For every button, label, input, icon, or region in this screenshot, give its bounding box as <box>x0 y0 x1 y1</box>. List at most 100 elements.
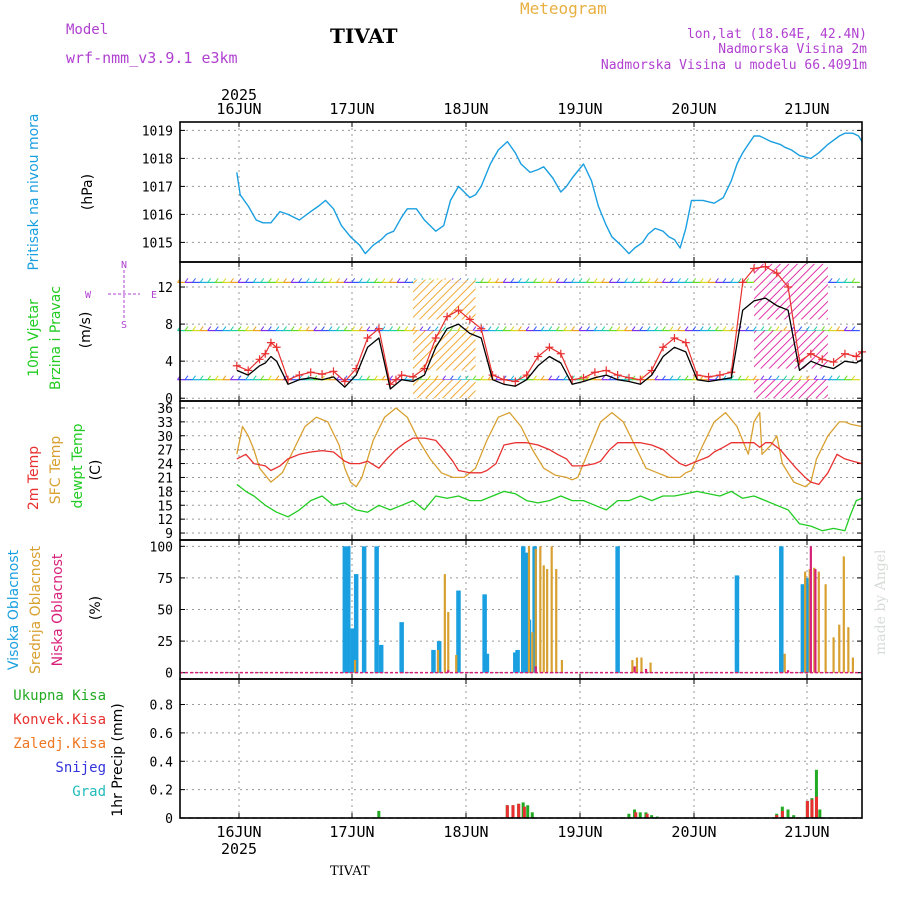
wind-barb-flag <box>313 278 318 283</box>
wind-barb-flag <box>669 326 674 331</box>
lonlat-label: lon,lat (18.64E, 42.4N) <box>687 27 867 42</box>
wind-barb-flag <box>661 278 666 283</box>
wind-barb-flag <box>661 375 666 380</box>
wind-barb-flag <box>684 375 689 380</box>
gust-marker <box>613 371 622 380</box>
cloud-bar <box>539 546 542 673</box>
wind-barb-flag <box>843 375 848 380</box>
wind-barb-flag <box>677 278 681 283</box>
wind-barb-flag <box>828 375 833 380</box>
wind-barb-flag <box>275 326 280 331</box>
wind-barb-flag <box>548 326 553 331</box>
wind-barb-flag <box>813 326 818 331</box>
gust-marker <box>272 343 281 352</box>
wind-barb-flag <box>267 278 272 283</box>
station-elevation: Nadmorska Visina 2m <box>718 42 867 57</box>
precip-bar <box>522 806 526 818</box>
temp-unit: (C) <box>88 460 104 481</box>
precip-bar <box>505 805 509 818</box>
t2m-line <box>236 437 863 486</box>
precip-legend-2: Zaledj.Kisa <box>13 736 106 752</box>
wind-barb-flag <box>290 326 295 331</box>
wind-barb-flag <box>518 278 522 283</box>
top-date-label: 21JUN <box>784 100 829 118</box>
wind-barb-flag <box>343 278 348 283</box>
gust-marker <box>545 343 554 352</box>
cloud-bar <box>804 571 807 673</box>
gust-marker <box>397 371 406 380</box>
cloud-bar <box>546 569 549 673</box>
wind-barb-flag <box>730 375 734 380</box>
wind-barb-flag <box>260 326 265 331</box>
wind-barb-flag <box>593 278 598 283</box>
wind-barb-flag <box>601 375 606 380</box>
wind-barb-flag <box>722 278 727 283</box>
precip-bar <box>818 809 822 818</box>
precip-bar <box>814 769 818 818</box>
top-date-label: 16JUN <box>216 100 261 118</box>
wind-barb-flag <box>745 326 750 331</box>
wind-hatch <box>754 330 828 369</box>
wind-barb-flag <box>199 326 204 331</box>
footer-station: TIVAT <box>330 864 370 879</box>
wind-barb-flag <box>366 375 371 380</box>
wind-barb-flag <box>586 375 591 380</box>
wind-barb-flag <box>525 278 530 283</box>
wind-barb-flag <box>442 326 447 331</box>
cloud-bar <box>455 654 458 673</box>
cloud-bar <box>353 574 359 673</box>
wind-barb-flag <box>404 326 409 331</box>
bottom-date-label: 18JUN <box>443 823 488 841</box>
bottom-date-label: 17JUN <box>329 823 374 841</box>
wind-barb-flag <box>563 278 568 283</box>
mid-cloud-label: Srednja Oblacnost <box>28 546 44 674</box>
y-tick-label: 0 <box>165 667 173 682</box>
y-tick-label: 0.4 <box>150 755 174 770</box>
gust-marker <box>750 264 759 273</box>
wind-barb-flag <box>305 278 310 283</box>
gust-marker <box>738 278 747 287</box>
bottom-date-label: 16JUN <box>216 823 261 841</box>
wind-hatch <box>413 379 476 399</box>
bottom-date-label: 20JUN <box>671 823 716 841</box>
gust-marker <box>318 370 327 379</box>
compass-w: W <box>85 290 92 301</box>
cloud-bar <box>842 556 845 673</box>
wind-barb-flag <box>487 375 492 380</box>
wind-barb-flag <box>540 278 545 283</box>
wind-barb-flag <box>434 326 439 331</box>
cloud-bar <box>635 657 639 673</box>
cloud-bar <box>806 584 811 673</box>
gust-marker <box>454 306 463 315</box>
gust-marker <box>602 366 611 375</box>
y-tick-label: 1016 <box>142 208 173 223</box>
wind-barb-flag <box>320 326 325 331</box>
wind-barb-flag <box>480 278 484 283</box>
panel-frame <box>179 121 863 263</box>
wind-barb-flag <box>752 375 757 380</box>
wind-barb-flag <box>745 375 750 380</box>
cloud-bar <box>531 632 534 673</box>
cloud-bar <box>513 652 518 673</box>
y-tick-label: 12 <box>157 513 173 528</box>
wind-barb-flag <box>752 326 757 331</box>
wind-barb-flag <box>692 326 697 331</box>
wind-barb-flag <box>449 326 454 331</box>
cloud-bar <box>633 666 636 673</box>
wind-hatch <box>413 330 476 371</box>
wind-barb-flag <box>571 326 575 331</box>
wind-barb-flag <box>533 326 537 331</box>
pressure-unit: (hPa) <box>80 174 96 210</box>
cloud-bar <box>342 546 348 673</box>
wind-barb-flag <box>821 375 825 380</box>
wind-barb-flag <box>760 375 765 380</box>
wind-barb-flag <box>548 375 553 380</box>
gust-marker <box>261 349 270 358</box>
wind-barb-flag <box>230 375 234 380</box>
wind-barb-flag <box>427 326 431 331</box>
wind-barb-flag <box>495 375 500 380</box>
wind-barb-flag <box>699 326 704 331</box>
cloud-bar <box>524 552 529 673</box>
wind-barb-flag <box>230 278 234 283</box>
